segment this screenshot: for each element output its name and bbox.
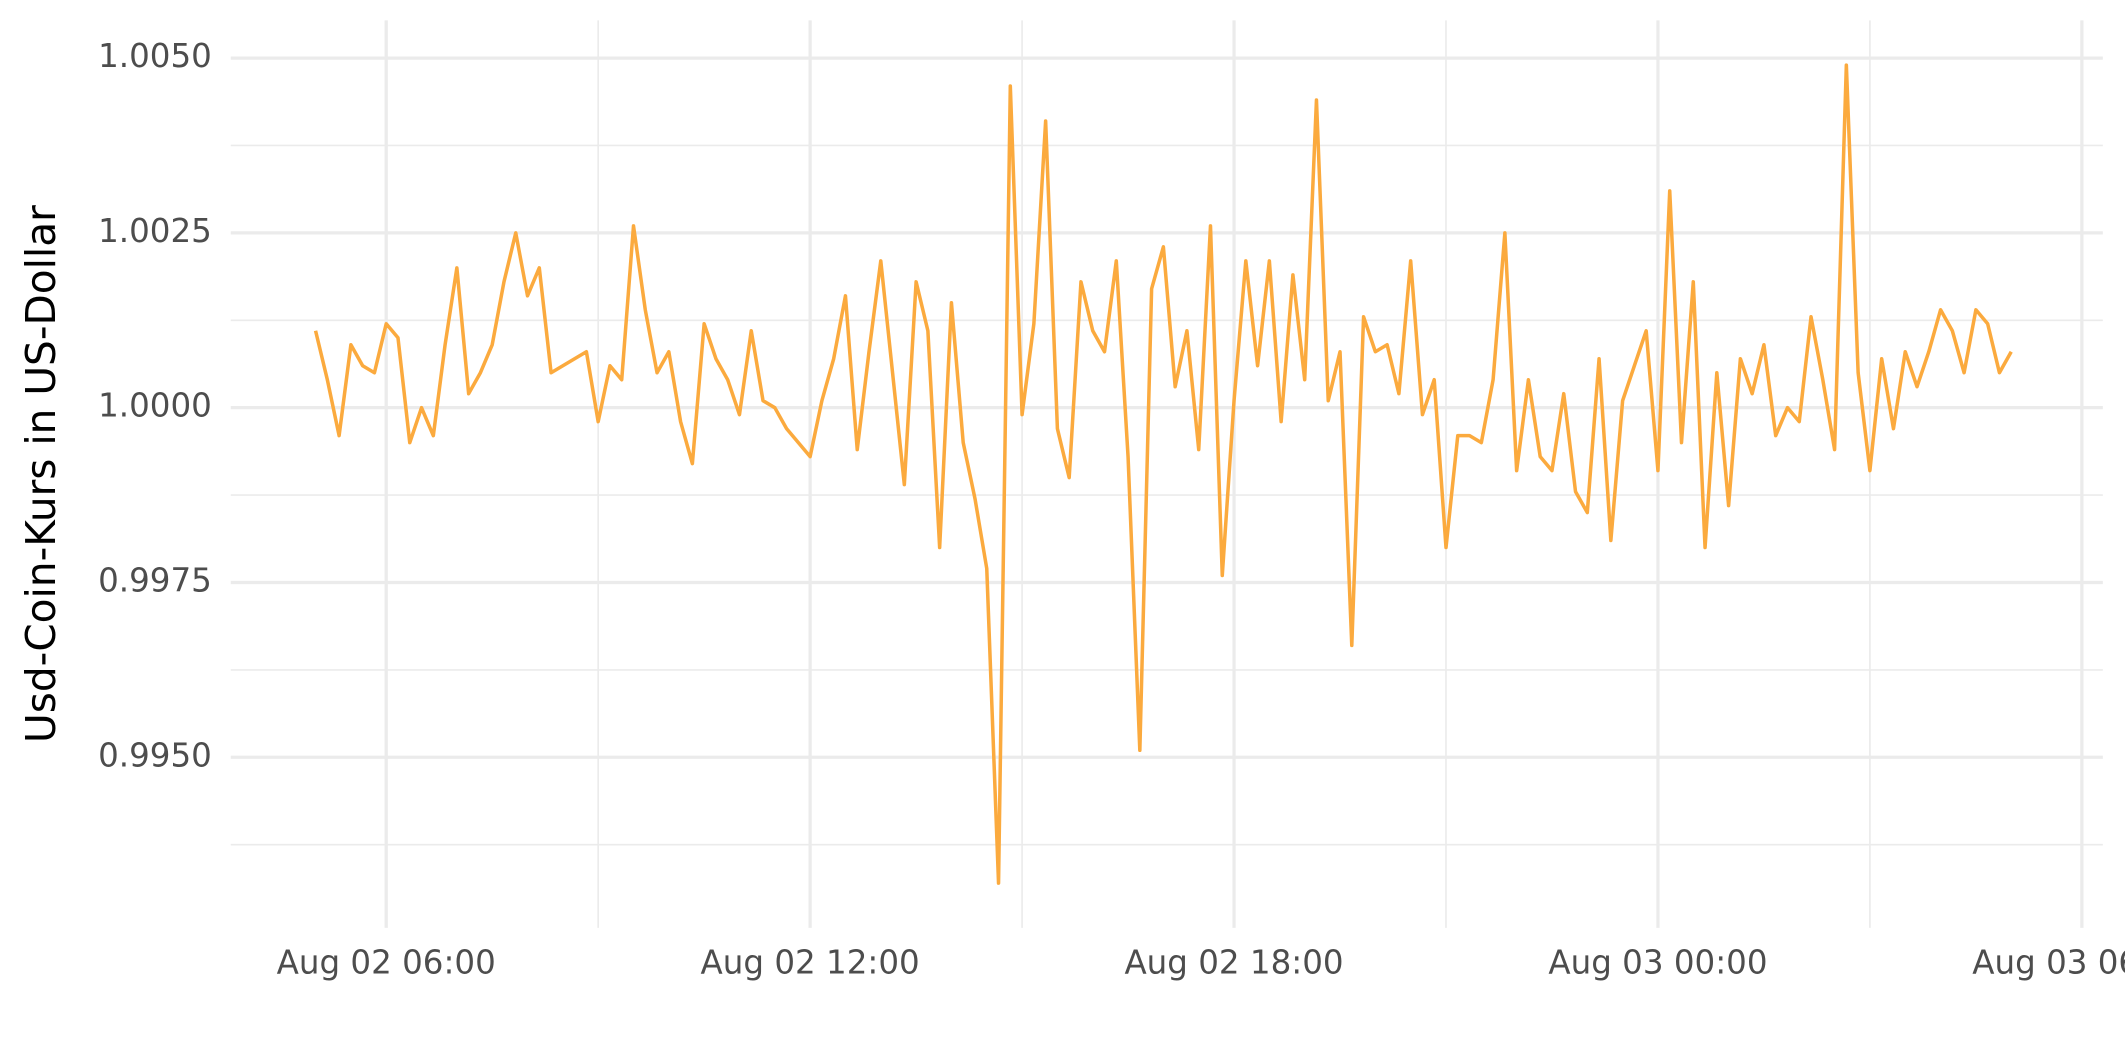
x-tick-label: Aug 02 12:00 (701, 943, 920, 981)
y-tick-label: 1.0025 (98, 212, 212, 250)
x-tick-label: Aug 02 06:00 (277, 943, 496, 981)
x-tick-label: Aug 03 00:00 (1548, 943, 1767, 981)
x-tick-label: Aug 03 06:00 (1972, 943, 2125, 981)
y-tick-label: 0.9975 (98, 561, 212, 599)
y-tick-label: 1.0000 (98, 387, 212, 425)
line (313, 63, 2013, 885)
y-tick-label: 1.0050 (98, 37, 212, 75)
y-axis-title: Usd-Coin-Kurs in US-Dollar (17, 205, 65, 743)
x-tick-label: Aug 02 18:00 (1124, 943, 1343, 981)
y-tick-label: 0.9950 (98, 736, 212, 774)
